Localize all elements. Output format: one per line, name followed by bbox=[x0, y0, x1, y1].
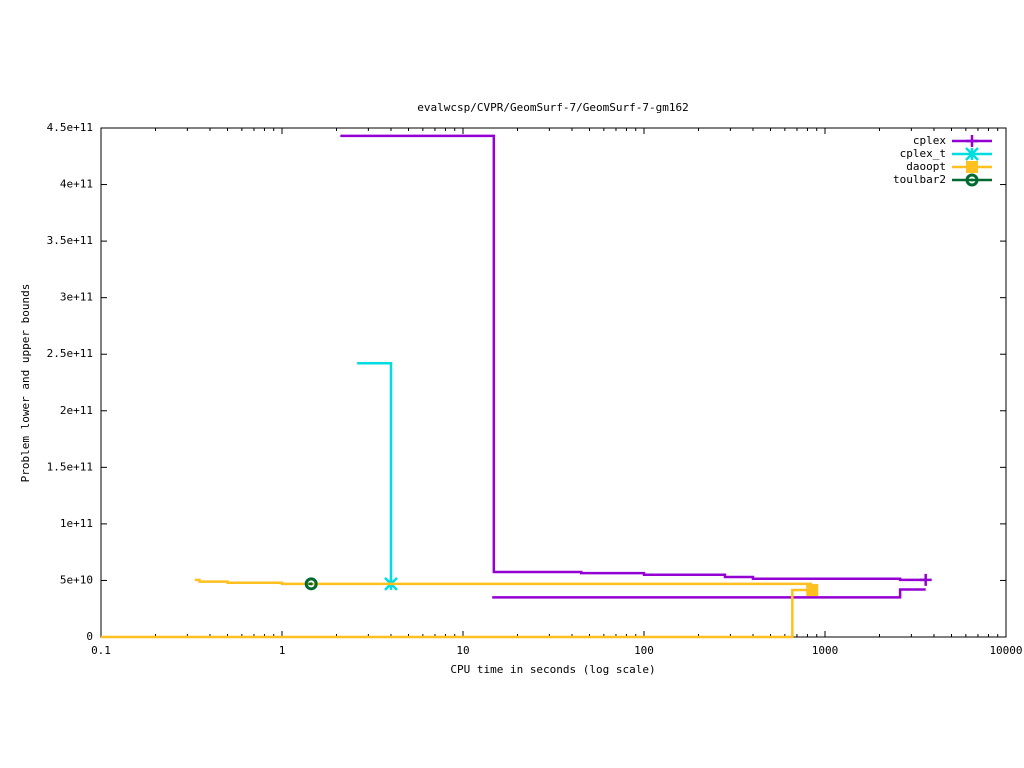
legend-label: cplex_t bbox=[900, 147, 946, 160]
x-tick-label: 10000 bbox=[989, 644, 1022, 657]
y-tick-label: 0 bbox=[86, 630, 93, 643]
y-tick-label: 1.5e+11 bbox=[47, 460, 93, 473]
y-tick-label: 1e+11 bbox=[60, 517, 93, 530]
marker bbox=[965, 147, 979, 161]
y-tick-label: 5e+10 bbox=[60, 573, 93, 586]
legend-label: daoopt bbox=[906, 160, 946, 173]
marker bbox=[304, 577, 318, 591]
marker bbox=[966, 135, 978, 147]
marker bbox=[966, 161, 978, 173]
x-tick-label: 1 bbox=[279, 644, 286, 657]
series-line bbox=[101, 578, 813, 639]
series-line bbox=[340, 134, 926, 599]
marker bbox=[919, 573, 932, 586]
y-tick-label: 3.5e+11 bbox=[47, 234, 93, 247]
chart-title: evalwcsp/CVPR/GeomSurf-7/GeomSurf-7-gm16… bbox=[417, 101, 689, 114]
y-tick-label: 2.5e+11 bbox=[47, 347, 93, 360]
x-tick-label: 0.1 bbox=[91, 644, 111, 657]
legend-label: toulbar2 bbox=[893, 173, 946, 186]
x-tick-label: 10 bbox=[456, 644, 469, 657]
marker bbox=[806, 584, 819, 597]
y-tick-label: 4e+11 bbox=[60, 178, 93, 191]
legend-label: cplex bbox=[913, 134, 946, 147]
x-tick-label: 100 bbox=[634, 644, 654, 657]
y-tick-label: 4.5e+11 bbox=[47, 121, 93, 134]
plot-frame bbox=[100, 127, 1007, 638]
y-tick-label: 3e+11 bbox=[60, 291, 93, 304]
marker bbox=[965, 173, 979, 187]
series-line bbox=[357, 362, 393, 584]
x-axis-label: CPU time in seconds (log scale) bbox=[450, 663, 655, 676]
x-tick-label: 1000 bbox=[812, 644, 839, 657]
y-tick-label: 2e+11 bbox=[60, 404, 93, 417]
y-axis-label: Problem lower and upper bounds bbox=[19, 284, 32, 483]
